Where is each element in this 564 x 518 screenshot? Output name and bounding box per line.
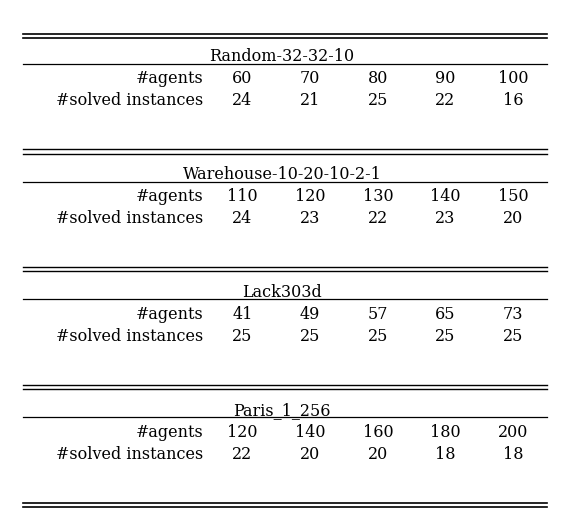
Text: 20: 20	[368, 445, 388, 463]
Text: 21: 21	[300, 92, 320, 109]
Text: Warehouse-10-20-10-2-1: Warehouse-10-20-10-2-1	[183, 166, 381, 183]
Text: 90: 90	[435, 70, 456, 88]
Text: 24: 24	[232, 210, 253, 227]
Text: #agents: #agents	[135, 70, 203, 88]
Text: Paris_1_256: Paris_1_256	[233, 402, 331, 419]
Text: 25: 25	[368, 92, 388, 109]
Text: 25: 25	[435, 328, 456, 345]
Text: #solved instances: #solved instances	[56, 328, 203, 345]
Text: 20: 20	[300, 445, 320, 463]
Text: 25: 25	[368, 328, 388, 345]
Text: Random-32-32-10: Random-32-32-10	[209, 48, 355, 65]
Text: #solved instances: #solved instances	[56, 210, 203, 227]
Text: 140: 140	[430, 189, 461, 205]
Text: 180: 180	[430, 424, 461, 441]
Text: 23: 23	[435, 210, 456, 227]
Text: 160: 160	[363, 424, 393, 441]
Text: Lack303d: Lack303d	[242, 284, 322, 301]
Text: 200: 200	[498, 424, 528, 441]
Text: 20: 20	[503, 210, 523, 227]
Text: 70: 70	[300, 70, 320, 88]
Text: 41: 41	[232, 306, 253, 323]
Text: 60: 60	[232, 70, 253, 88]
Text: 100: 100	[498, 70, 528, 88]
Text: 140: 140	[295, 424, 325, 441]
Text: 80: 80	[368, 70, 388, 88]
Text: 49: 49	[300, 306, 320, 323]
Text: 25: 25	[300, 328, 320, 345]
Text: 120: 120	[227, 424, 258, 441]
Text: 25: 25	[232, 328, 253, 345]
Text: 120: 120	[295, 189, 325, 205]
Text: 24: 24	[232, 92, 253, 109]
Text: 16: 16	[503, 92, 523, 109]
Text: 22: 22	[435, 92, 456, 109]
Text: 18: 18	[435, 445, 456, 463]
Text: 130: 130	[363, 189, 393, 205]
Text: 110: 110	[227, 189, 258, 205]
Text: #agents: #agents	[135, 424, 203, 441]
Text: 22: 22	[232, 445, 253, 463]
Text: 23: 23	[300, 210, 320, 227]
Text: #agents: #agents	[135, 306, 203, 323]
Text: 65: 65	[435, 306, 456, 323]
Text: 18: 18	[503, 445, 523, 463]
Text: 150: 150	[498, 189, 528, 205]
Text: 25: 25	[503, 328, 523, 345]
Text: 73: 73	[503, 306, 523, 323]
Text: #solved instances: #solved instances	[56, 445, 203, 463]
Text: 57: 57	[368, 306, 388, 323]
Text: #solved instances: #solved instances	[56, 92, 203, 109]
Text: 22: 22	[368, 210, 388, 227]
Text: #agents: #agents	[135, 189, 203, 205]
